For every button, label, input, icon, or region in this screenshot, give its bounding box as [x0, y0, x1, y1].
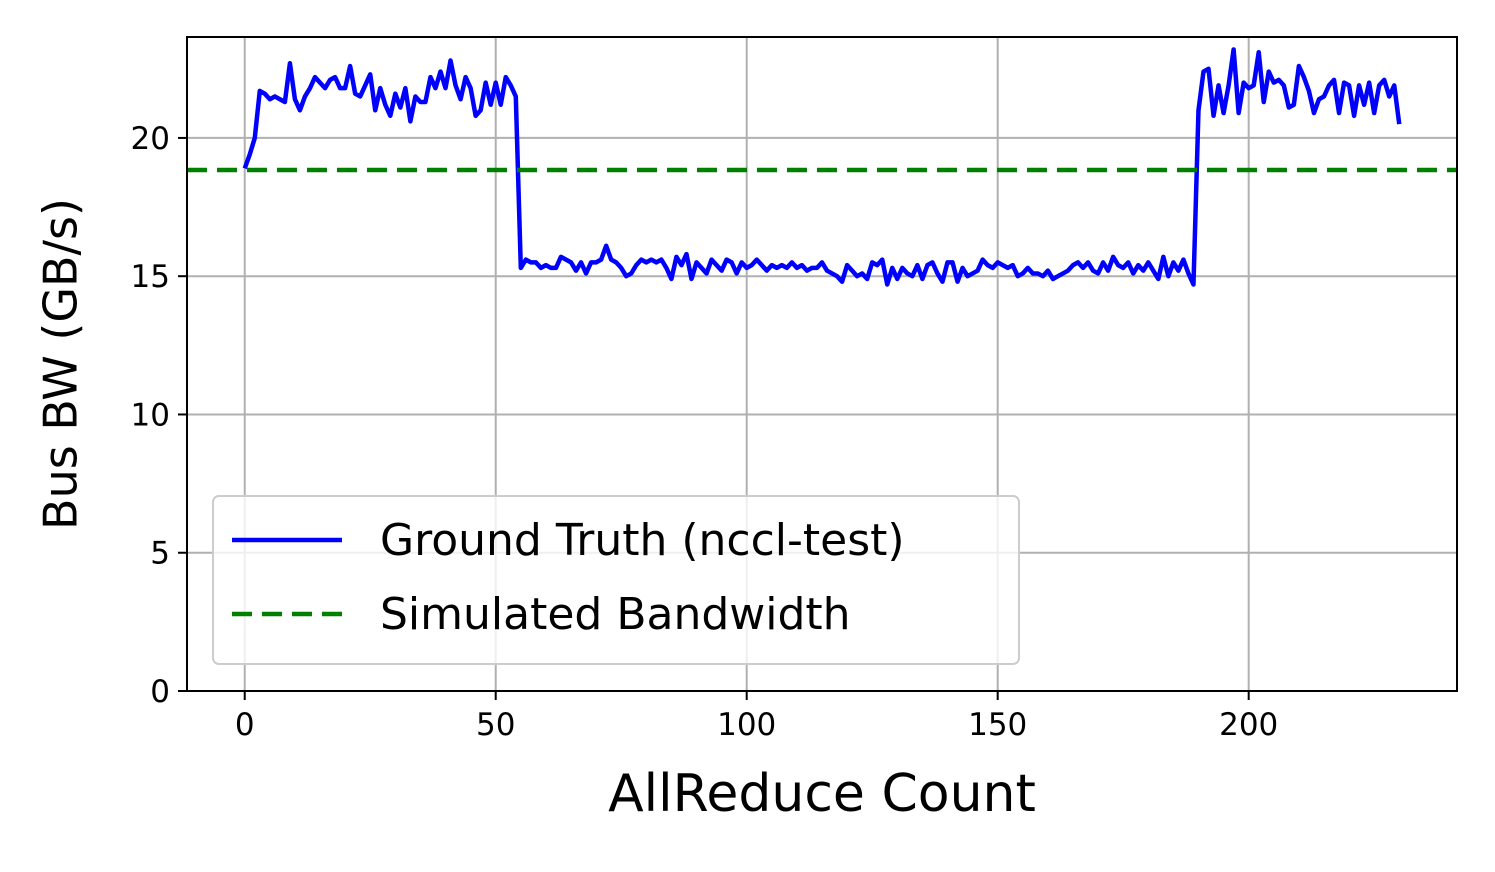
- y-tick-label: 10: [131, 397, 170, 433]
- y-tick-label: 15: [131, 259, 170, 295]
- y-tick-label: 0: [150, 674, 170, 710]
- y-tick-label: 5: [150, 536, 170, 572]
- plot-frame: [186, 36, 1458, 692]
- legend-label: Ground Truth (nccl-test): [380, 515, 905, 566]
- x-tick-label: 100: [717, 707, 776, 743]
- legend-box: [212, 495, 1020, 665]
- y-tick-label: 20: [131, 121, 170, 157]
- y-axis-label: Bus BW (GB/s): [34, 198, 88, 530]
- x-tick-label: 50: [476, 707, 515, 743]
- x-tick-label: 0: [235, 707, 255, 743]
- x-tick-label: 200: [1219, 707, 1278, 743]
- x-tick-label: 150: [968, 707, 1027, 743]
- x-axis-label: AllReduce Count: [608, 764, 1036, 824]
- data-line: [242, 47, 1402, 287]
- legend-label: Simulated Bandwidth: [380, 589, 851, 640]
